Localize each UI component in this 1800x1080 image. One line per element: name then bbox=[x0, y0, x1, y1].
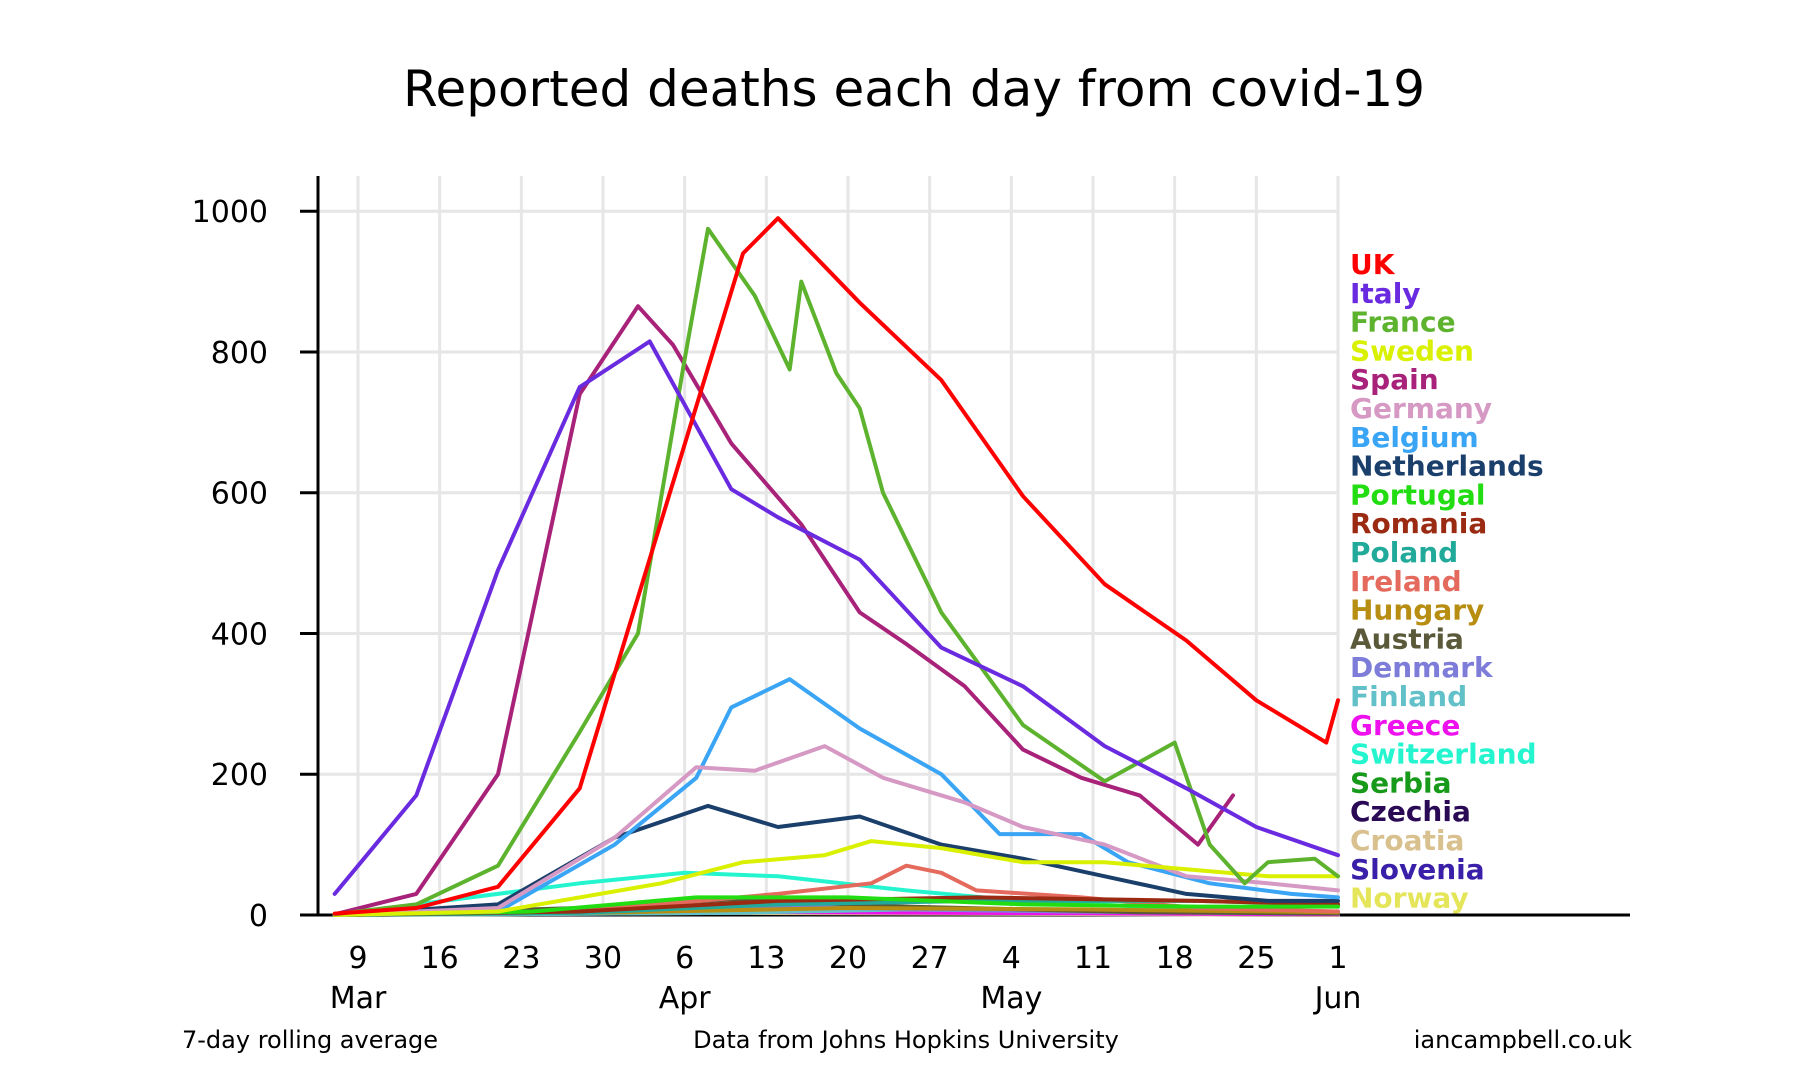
footer-left: 7-day rolling average bbox=[182, 1026, 438, 1054]
y-tick-label-3: 600 bbox=[211, 477, 268, 512]
y-tick-label-2: 400 bbox=[211, 617, 268, 652]
legend-entry-austria: Austria bbox=[1350, 622, 1464, 655]
legend-entry-belgium: Belgium bbox=[1350, 421, 1479, 454]
series-line-sweden bbox=[332, 839, 1340, 917]
legend-entry-italy: Italy bbox=[1350, 277, 1421, 310]
series-line-uk bbox=[332, 216, 1340, 916]
y-tick-label-4: 800 bbox=[211, 336, 268, 371]
legend-entry-spain: Spain bbox=[1350, 363, 1439, 396]
grid bbox=[318, 176, 1340, 915]
x-tick-label-12: 1 bbox=[1328, 941, 1347, 976]
x-tick-label-4: 6 bbox=[675, 941, 694, 976]
x-axis-ticks: 9 16 23 30 6 13 20 27 4 11 18 25 1 Mar Apr May Jun bbox=[330, 941, 1362, 1016]
y-tick-label-0: 0 bbox=[249, 899, 268, 934]
legend-entry-denmark: Denmark bbox=[1350, 651, 1494, 684]
legend-entry-romania: Romania bbox=[1350, 507, 1487, 540]
y-axis-ticks: 0 200 400 600 800 1000 bbox=[192, 195, 318, 934]
x-tick-label-10: 18 bbox=[1156, 941, 1194, 976]
chart-title: Reported deaths each day from covid-19 bbox=[403, 60, 1425, 118]
x-month-label-0: Mar bbox=[330, 981, 387, 1016]
legend-entry-serbia: Serbia bbox=[1350, 766, 1452, 799]
legend-entry-croatia: Croatia bbox=[1350, 824, 1464, 857]
footer-right: iancampbell.co.uk bbox=[1414, 1026, 1632, 1054]
x-tick-label-9: 11 bbox=[1074, 941, 1112, 976]
series-line-italy bbox=[332, 339, 1340, 896]
x-month-label-3: Jun bbox=[1313, 981, 1362, 1016]
legend-entry-france: France bbox=[1350, 306, 1456, 339]
x-tick-label-6: 20 bbox=[829, 941, 867, 976]
x-tick-label-3: 30 bbox=[584, 941, 622, 976]
series-line-portugal bbox=[332, 895, 1340, 917]
series-line-spain bbox=[332, 304, 1235, 917]
series-line-germany bbox=[332, 744, 1340, 917]
x-month-label-1: Apr bbox=[659, 981, 712, 1016]
x-month-label-2: May bbox=[980, 981, 1042, 1016]
x-tick-label-1: 16 bbox=[421, 941, 459, 976]
legend-entry-uk: UK bbox=[1350, 248, 1396, 281]
legend-entry-germany: Germany bbox=[1350, 392, 1492, 425]
legend-entry-switzerland: Switzerland bbox=[1350, 738, 1537, 771]
legend-entry-finland: Finland bbox=[1350, 680, 1467, 713]
x-tick-label-8: 4 bbox=[1002, 941, 1021, 976]
x-tick-label-0: 9 bbox=[348, 941, 367, 976]
x-tick-label-2: 23 bbox=[502, 941, 540, 976]
y-tick-label-1: 200 bbox=[211, 758, 268, 793]
legend-entry-sweden: Sweden bbox=[1350, 334, 1474, 367]
legend-entry-ireland: Ireland bbox=[1350, 565, 1462, 598]
series-line-belgium bbox=[332, 677, 1340, 917]
y-tick-label-5: 1000 bbox=[192, 195, 268, 230]
x-tick-label-11: 25 bbox=[1237, 941, 1275, 976]
series-lines bbox=[332, 216, 1340, 917]
x-tick-label-7: 27 bbox=[911, 941, 949, 976]
legend-entry-portugal: Portugal bbox=[1350, 478, 1485, 511]
footer-center: Data from Johns Hopkins University bbox=[693, 1026, 1119, 1054]
series-line-france bbox=[332, 226, 1340, 917]
legend-entry-poland: Poland bbox=[1350, 536, 1458, 569]
x-tick-label-5: 13 bbox=[747, 941, 785, 976]
legend-entry-norway: Norway bbox=[1350, 882, 1469, 915]
legend-entry-czechia: Czechia bbox=[1350, 795, 1471, 828]
legend-entry-slovenia: Slovenia bbox=[1350, 853, 1485, 886]
legend-entry-hungary: Hungary bbox=[1350, 594, 1484, 627]
legend-entry-greece: Greece bbox=[1350, 709, 1460, 742]
legend: UKItalyFranceSwedenSpainGermanyBelgiumNe… bbox=[1350, 248, 1544, 915]
legend-entry-netherlands: Netherlands bbox=[1350, 450, 1544, 483]
